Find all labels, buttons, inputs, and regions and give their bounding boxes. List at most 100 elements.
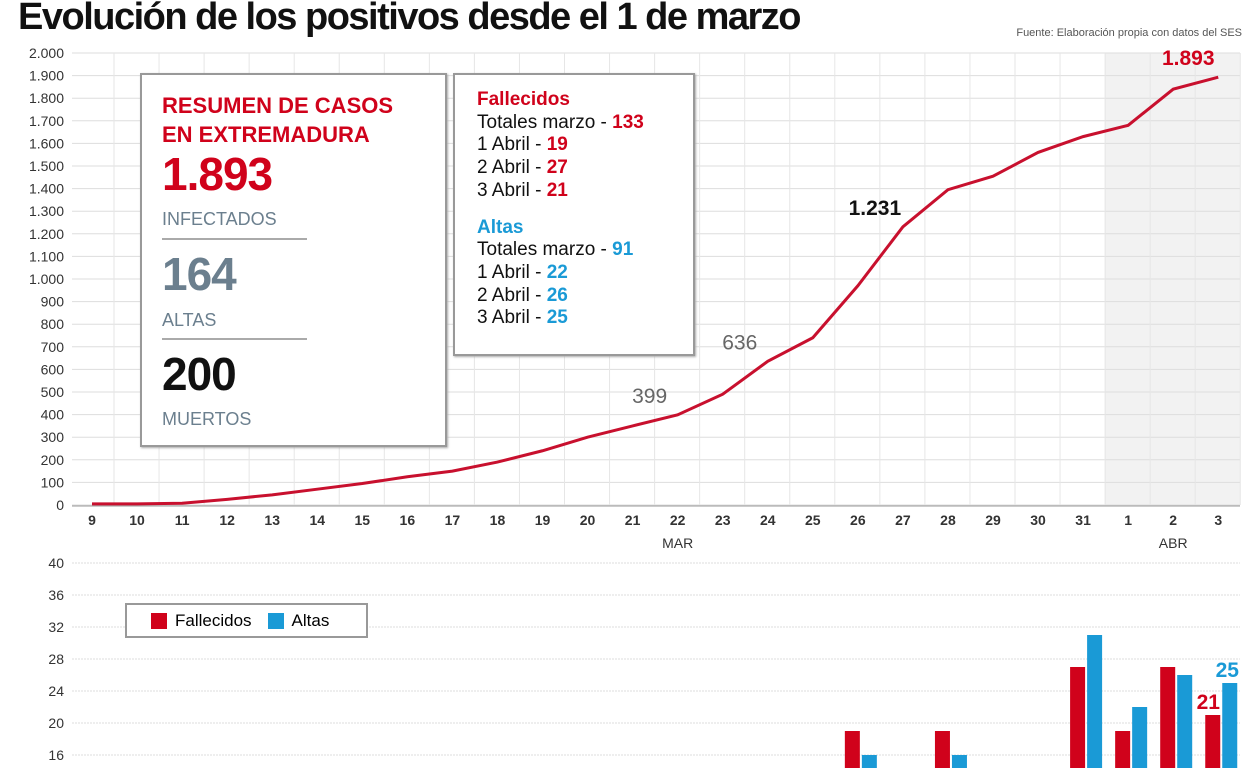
divider	[162, 338, 307, 340]
row-label: 1 Abril -	[477, 134, 547, 156]
bar-legend: Fallecidos Altas	[125, 603, 368, 638]
y-tick-label: 40	[48, 555, 64, 571]
y-tick-label: 1.600	[29, 135, 64, 151]
data-label: 636	[722, 331, 757, 354]
altas-title: Altas	[477, 216, 524, 238]
legend-label-altas: Altas	[291, 610, 330, 630]
x-tick-label: 26	[850, 512, 866, 528]
fallecidos-row: 3 Abril - 21	[477, 180, 693, 203]
altas-count: 164	[162, 248, 237, 300]
y-tick-label: 1.500	[29, 158, 64, 174]
y-tick-label: 300	[41, 429, 65, 445]
altas-row: 1 Abril - 22	[477, 262, 693, 285]
y-tick-label: 1.300	[29, 203, 64, 219]
row-label: 1 Abril -	[477, 261, 547, 283]
y-tick-label: 1.800	[29, 90, 64, 106]
row-label: Totales marzo -	[477, 239, 613, 261]
y-tick-label: 200	[41, 452, 65, 468]
x-tick-label: 31	[1075, 512, 1091, 528]
y-tick-label: 1.700	[29, 113, 64, 129]
y-tick-label: 800	[41, 316, 65, 332]
row-value: 27	[546, 157, 568, 179]
data-label: 399	[632, 385, 667, 408]
y-tick-label: 20	[48, 715, 64, 731]
y-tick-label: 1.200	[29, 226, 64, 242]
y-tick-label: 700	[41, 339, 65, 355]
x-tick-label: 1	[1124, 512, 1132, 528]
x-tick-label: 11	[175, 512, 190, 528]
month-label: MAR	[662, 535, 693, 551]
fallecidos-row: 2 Abril - 27	[477, 157, 693, 180]
bar-altas	[1177, 675, 1193, 768]
x-tick-label: 14	[309, 512, 325, 528]
details-box: Fallecidos Totales marzo - 133 1 Abril - …	[453, 73, 695, 356]
bar-altas	[861, 755, 877, 768]
row-label: Totales marzo -	[477, 111, 613, 133]
y-tick-label: 24	[48, 683, 64, 699]
data-label: 1.231	[849, 197, 902, 220]
row-value: 133	[612, 111, 644, 133]
y-tick-label: 28	[48, 651, 64, 667]
x-tick-label: 18	[490, 512, 506, 528]
altas-row: 3 Abril - 25	[477, 307, 693, 330]
summary-box: RESUMEN DE CASOS EN EXTREMADURA 1.893 INF…	[140, 73, 447, 447]
x-tick-label: 28	[940, 512, 956, 528]
deaths-label: MUERTOS	[162, 409, 252, 429]
bar-altas	[1132, 707, 1148, 768]
y-tick-label: 400	[41, 407, 65, 423]
row-label: 2 Abril -	[477, 284, 547, 306]
x-tick-label: 30	[1030, 512, 1046, 528]
x-tick-label: 24	[760, 512, 776, 528]
source-note: Fuente: Elaboración propia con datos del…	[1016, 27, 1242, 39]
row-value: 91	[612, 239, 634, 261]
chart-title: Evolución de los positivos desde el 1 de…	[18, 0, 802, 38]
fallecidos-row: Totales marzo - 133	[477, 112, 693, 135]
y-tick-label: 32	[48, 619, 64, 635]
row-value: 26	[546, 284, 568, 306]
x-tick-label: 13	[264, 512, 280, 528]
y-tick-label: 16	[48, 747, 64, 763]
x-tick-label: 16	[400, 512, 416, 528]
bar-data-label: 21	[1197, 691, 1221, 714]
row-label: 3 Abril -	[477, 307, 547, 329]
summary-heading-line1: RESUMEN DE CASOS	[162, 93, 394, 118]
bar-altas	[951, 755, 967, 768]
bar-fallecidos	[934, 731, 950, 768]
x-tick-label: 22	[670, 512, 686, 528]
y-tick-label: 36	[48, 587, 64, 603]
data-label: 1.893	[1162, 47, 1215, 70]
fallecidos-row: 1 Abril - 19	[477, 134, 693, 157]
month-label: ABR	[1159, 535, 1188, 551]
y-tick-label: 900	[41, 294, 65, 310]
positivos-line	[92, 75, 1219, 506]
bar-fallecidos	[1205, 715, 1221, 768]
summary-heading: RESUMEN DE CASOS EN EXTREMADURA	[162, 91, 393, 149]
legend-swatch-altas	[267, 612, 284, 629]
y-tick-label: 1.400	[29, 181, 64, 197]
altas-label: ALTAS	[162, 310, 217, 330]
row-label: 3 Abril -	[477, 179, 547, 201]
x-tick-label: 3	[1214, 512, 1222, 528]
x-tick-label: 29	[985, 512, 1001, 528]
bar-fallecidos	[844, 731, 860, 768]
altas-row: Totales marzo - 91	[477, 239, 693, 262]
x-tick-label: 2	[1169, 512, 1177, 528]
y-tick-label: 100	[41, 474, 65, 490]
x-tick-label: 27	[895, 512, 911, 528]
row-value: 25	[546, 307, 568, 329]
y-tick-label: 1.000	[29, 271, 64, 287]
y-tick-label: 600	[41, 361, 65, 377]
y-tick-label: 1.900	[29, 68, 64, 84]
row-value: 22	[546, 261, 568, 283]
x-tick-label: 12	[219, 512, 235, 528]
legend-swatch-fallecidos	[151, 612, 167, 629]
bar-fallecidos	[1115, 731, 1131, 768]
legend-label-fallecidos: Fallecidos	[175, 610, 252, 630]
divider	[162, 238, 307, 240]
y-tick-label: 500	[41, 384, 65, 400]
x-tick-label: 19	[535, 512, 551, 528]
x-tick-label: 9	[88, 512, 96, 528]
infected-count: 1.893	[162, 148, 273, 200]
bar-altas	[1087, 635, 1103, 768]
fallecidos-title: Fallecidos	[477, 89, 570, 110]
